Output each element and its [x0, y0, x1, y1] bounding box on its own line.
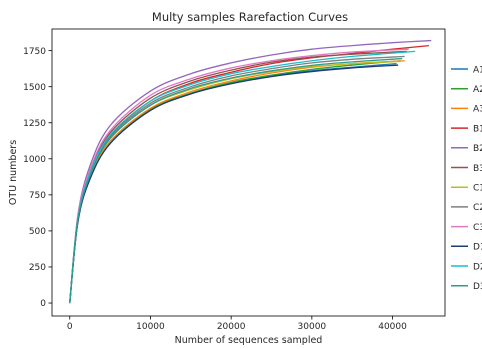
legend-label-d1: D1 [473, 243, 482, 253]
plot-frame [51, 28, 446, 317]
y-tick-label: 250 [29, 263, 46, 273]
legend-label-b2: B2 [473, 144, 482, 154]
series-layer [69, 39, 432, 304]
series-line-d2 [69, 50, 416, 304]
series-line-c1 [69, 60, 401, 304]
series-line-b1 [69, 44, 429, 304]
x-tick-label: 10000 [136, 322, 165, 332]
y-tick-label: 750 [29, 191, 46, 201]
plot-area [51, 28, 446, 317]
series-line-c2 [69, 55, 405, 304]
legend-label-a2: A2 [473, 85, 482, 95]
x-tick-label: 20000 [217, 322, 246, 332]
series-line-b2 [69, 39, 432, 304]
x-tick-label: 0 [67, 322, 73, 332]
series-line-d1 [69, 64, 399, 304]
series-line-b3 [69, 50, 408, 304]
legend-label-c2: C2 [473, 203, 482, 213]
legend-label-c3: C3 [473, 223, 482, 233]
y-axis: 0 250 500 750 1000 1250 1500 1750 [23, 47, 52, 309]
series-line-a1 [69, 62, 397, 304]
y-tick-label: 1250 [23, 119, 46, 129]
legend-label-a1: A1 [473, 65, 482, 75]
y-tick-label: 1750 [23, 47, 46, 57]
y-axis-label: OTU numbers [8, 140, 19, 205]
x-axis: 0 10000 20000 30000 40000 [67, 316, 407, 332]
chart-title: Multy samples Rarefaction Curves [152, 10, 348, 24]
x-axis-label: Number of sequences sampled [175, 335, 323, 346]
series-line-a3 [69, 60, 405, 304]
legend-label-d2: D2 [473, 262, 482, 272]
series-line-a2 [69, 60, 401, 304]
legend-label-d3: D3 [473, 282, 482, 292]
x-tick-label: 40000 [378, 322, 407, 332]
series-line-c3 [69, 48, 409, 304]
y-tick-label: 0 [40, 299, 46, 309]
y-tick-label: 1000 [23, 155, 46, 165]
legend-label-b3: B3 [473, 164, 482, 174]
y-tick-label: 500 [29, 227, 46, 237]
y-tick-label: 1500 [23, 83, 46, 93]
legend: A1 A2 A3 B1 B2 B3 C1 C2 C3 D1 D2 D3 [451, 65, 482, 292]
legend-label-a3: A3 [473, 105, 482, 115]
legend-label-c1: C1 [473, 184, 482, 194]
series-line-d3 [69, 57, 403, 304]
legend-label-b1: B1 [473, 124, 482, 134]
x-tick-label: 30000 [298, 322, 327, 332]
